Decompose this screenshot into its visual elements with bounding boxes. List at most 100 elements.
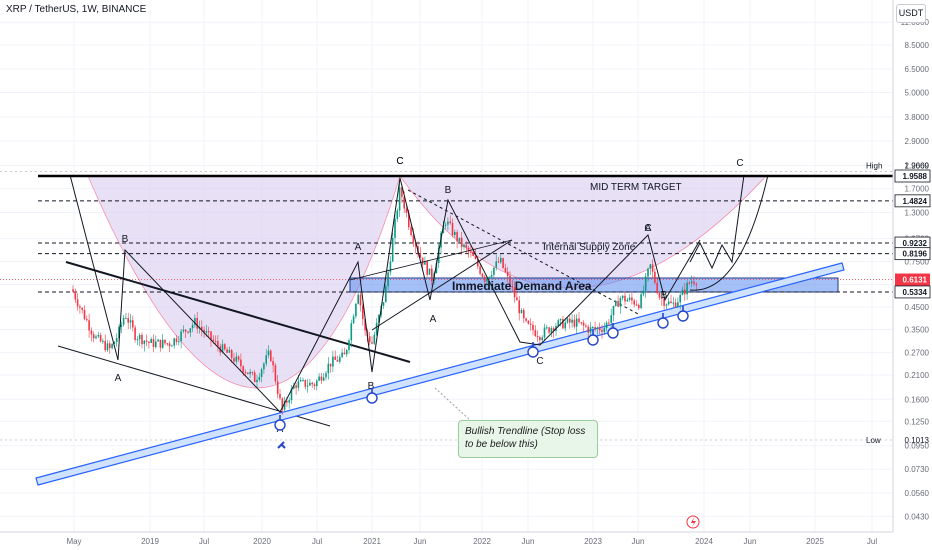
candle-body [656,282,658,293]
wave-label: B [122,234,129,245]
candle-body [217,341,219,347]
candle-body [178,341,180,343]
candle-body [642,290,645,295]
candle-body [288,400,290,403]
candle-body [109,343,111,349]
time-tick-label: 2025 [806,537,824,546]
candle-body [244,372,247,374]
price-tick-label: 0.1600 [905,395,930,404]
candle-body [582,322,585,326]
candle-body [286,400,288,403]
candle-body [569,318,571,323]
candle-body [628,297,631,300]
candle-body [527,320,530,324]
candle-body [138,334,141,340]
price-tick-label: 5.0000 [905,88,930,97]
candle-body [341,352,343,358]
candle-body [490,274,493,277]
candle-body [578,318,580,323]
candle-body [654,271,656,283]
projection-path [689,174,745,270]
candle-body [520,309,523,314]
candle-body [626,299,629,302]
price-tick-label: 0.0730 [905,465,930,474]
candle-body [615,300,617,306]
candle-body [405,208,408,213]
candle-body [539,337,541,341]
candle-body [95,336,97,339]
candle-body [396,210,399,219]
candle-body [693,281,695,284]
candle-body [336,359,339,362]
candle-body [536,335,539,338]
time-axis: May 2019 Jul 2020 Jul 2021 Jun 2022 Jun 2023 Jun 20… [0,531,893,550]
candle-body [431,268,433,282]
candle-body [516,297,518,301]
candle-body [552,328,555,331]
wave-label: C [736,158,743,169]
price-tick-label: 0.0950 [905,442,930,451]
candle-body [504,268,507,272]
candle-body [86,319,88,321]
candle-body [483,276,486,282]
candle-body [155,341,157,348]
candle-body [391,237,394,262]
candle-body [316,380,318,387]
candle-body [690,281,693,283]
wave-label: C [536,356,543,367]
candle-body [325,373,327,378]
candle-body [120,324,123,327]
time-tick-label: Jun [522,537,535,546]
candle-body [435,263,438,274]
time-tick-label: Jun [632,537,645,546]
candle-body [256,379,258,383]
candle-body [348,340,350,351]
candle-body [373,334,376,344]
time-tick-label: Jul [199,537,209,546]
candle-body [571,319,573,323]
candle-body [212,339,215,341]
candle-body [267,350,270,356]
candle-body [500,258,502,263]
time-tick-label: 2024 [695,537,713,546]
candle-body [293,385,295,389]
candle-body [640,294,642,309]
candle-body [327,363,330,374]
candle-body [667,301,670,305]
price-level-label: 0.5334 [903,288,928,297]
candle-body [451,223,454,236]
candle-body [442,225,445,234]
candle-body [76,299,79,307]
candle-body [230,350,233,358]
price-tick-label: 2.2000 [905,162,930,171]
candle-body [426,261,428,275]
candle-body [270,350,272,362]
candle-body [352,316,355,324]
candle-body [237,356,240,360]
candle-body [371,342,373,344]
candle-body [148,341,150,343]
wave-label: C [396,156,403,167]
currency-button[interactable]: USDT [896,4,926,23]
low-marker-label: Low [866,436,881,445]
candle-body [205,331,208,333]
candle-body [651,264,654,272]
candle-body [408,212,410,228]
candle-body [313,384,316,387]
hand-pointer-icon [607,327,619,339]
candle-body [118,326,120,339]
candle-body [320,376,323,381]
candle-body [295,385,297,388]
candle-body [104,340,106,351]
candle-body [357,294,359,304]
candle-body [562,318,564,329]
candle-body [619,298,622,307]
price-tick-label: 0.4500 [905,303,930,312]
price-tick-label: 0.1250 [905,417,930,426]
candle-body [674,302,677,307]
candle-body [564,322,566,329]
time-tick-label: 2021 [363,537,381,546]
lightning-icon[interactable] [686,515,700,529]
candle-body [598,327,601,331]
